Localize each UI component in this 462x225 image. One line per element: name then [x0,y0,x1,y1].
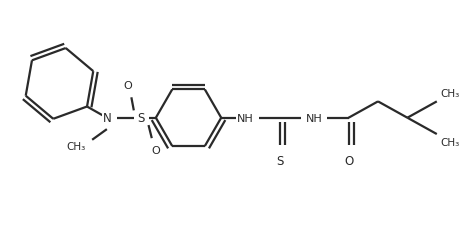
Text: NH: NH [237,113,254,123]
Text: N: N [103,112,111,125]
Text: CH₃: CH₃ [440,89,459,99]
Text: S: S [138,112,145,125]
Text: CH₃: CH₃ [440,138,459,148]
Text: CH₃: CH₃ [67,142,85,152]
Text: S: S [276,154,284,167]
Text: O: O [152,146,160,156]
Text: O: O [123,81,132,90]
Text: NH: NH [306,113,322,123]
Text: O: O [344,154,353,167]
